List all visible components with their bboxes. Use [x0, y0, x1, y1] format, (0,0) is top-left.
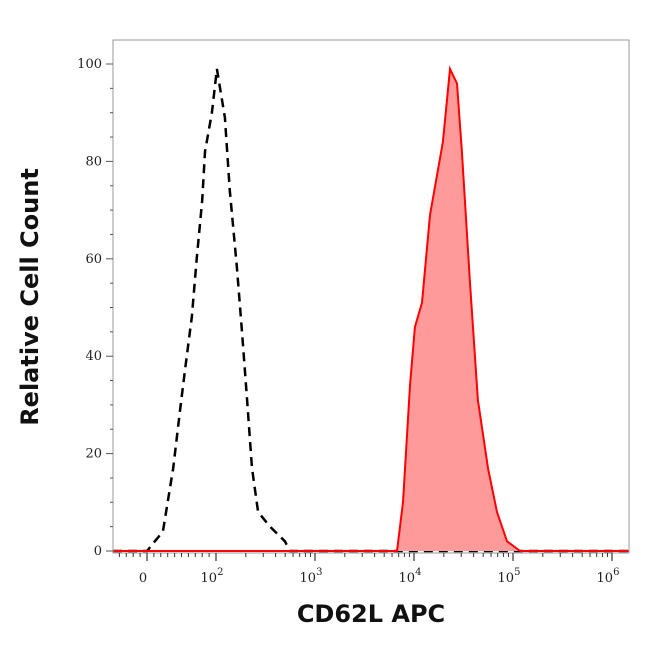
- y-axis-title: Relative Cell Count: [16, 168, 44, 426]
- x-tick-label: 0: [139, 571, 147, 586]
- y-tick-label: 20: [85, 447, 102, 462]
- x-tick-label: 103: [300, 567, 323, 586]
- plot-frame: [112, 39, 630, 554]
- series-line-0: [113, 68, 629, 553]
- y-tick-label: 80: [85, 154, 102, 169]
- plot-marks: [113, 65, 629, 553]
- y-tick-label: 0: [94, 544, 102, 559]
- y-tick-label: 40: [85, 349, 102, 364]
- axes: 0 20 40 60 80 100 0 102 103 104 105 106: [77, 57, 619, 586]
- x-tick-label: 104: [399, 567, 422, 586]
- series-line-1: [113, 65, 629, 552]
- x-tick-label: 105: [498, 567, 521, 586]
- x-tick-label: 102: [201, 567, 224, 586]
- series-fill-1: [113, 68, 629, 552]
- x-axis-title: CD62L APC: [297, 600, 445, 628]
- y-tick-label: 100: [77, 57, 102, 72]
- x-tick-label: 106: [597, 567, 620, 586]
- y-tick-label: 60: [85, 252, 102, 267]
